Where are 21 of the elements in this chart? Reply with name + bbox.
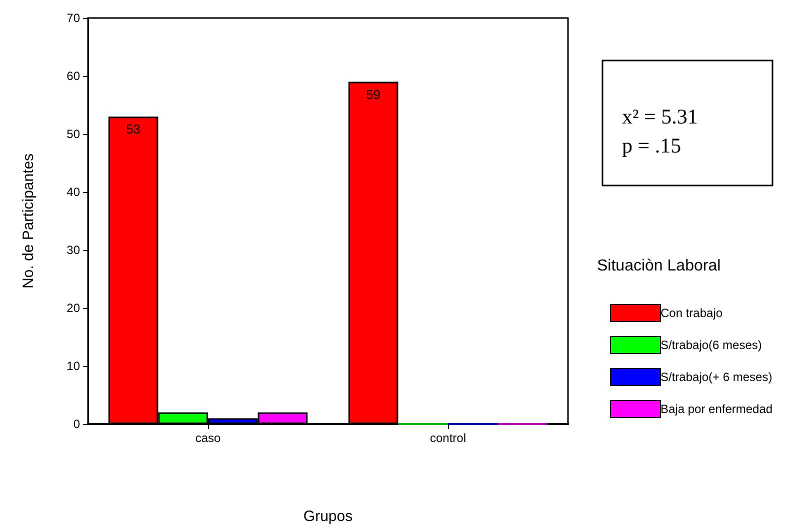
- data-label: 59: [366, 86, 381, 102]
- y-tick-label: 20: [66, 301, 80, 315]
- text: p = .15: [622, 134, 682, 158]
- text: x² = 5.31: [622, 104, 698, 128]
- y-tick-label: 0: [73, 417, 80, 431]
- legend-label: S/trabajo(+ 6 meses): [660, 370, 772, 384]
- y-tick-label: 10: [66, 359, 80, 373]
- data-label: 53: [126, 122, 141, 137]
- legend-label: S/trabajo(6 meses): [660, 338, 762, 352]
- y-tick-label: 50: [66, 127, 80, 141]
- x-axis-title: Grupos: [303, 508, 353, 525]
- legend-label: Baja por enfermedad: [660, 402, 773, 416]
- x-tick-label: control: [430, 431, 466, 445]
- y-tick-label: 30: [66, 243, 80, 257]
- y-tick-label: 40: [66, 185, 80, 199]
- y-tick-label: 70: [66, 11, 80, 25]
- x-tick-label: caso: [195, 431, 221, 445]
- y-axis-title: No. de Participantes: [20, 153, 37, 289]
- legend-label: Con trabajo: [660, 306, 723, 320]
- legend-title: Situaciòn Laboral: [597, 258, 721, 274]
- y-tick-label: 60: [66, 69, 80, 83]
